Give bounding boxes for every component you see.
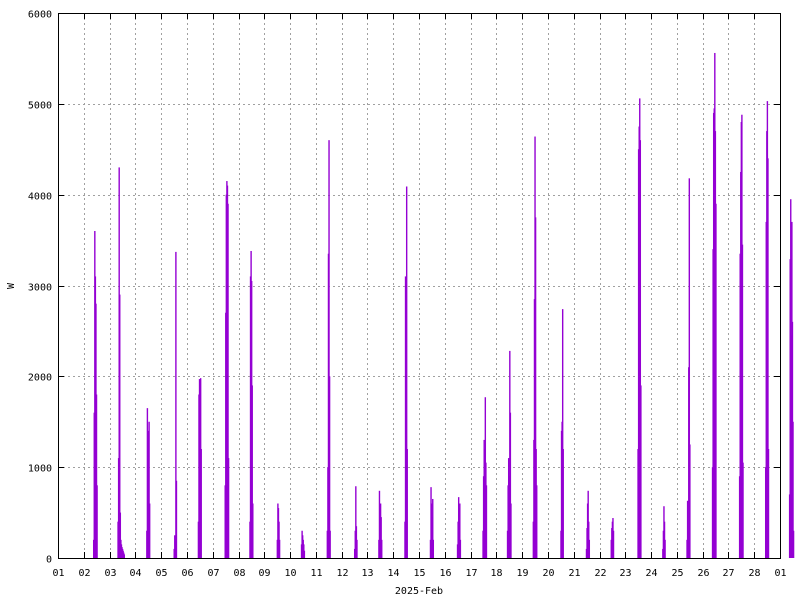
x-tick-label: 13 — [361, 568, 373, 579]
x-tick-label: 23 — [619, 568, 631, 579]
x-tick-label: 19 — [516, 568, 528, 579]
data-bar — [792, 530, 795, 558]
x-tick-label: 21 — [568, 568, 580, 579]
x-tick-label: 20 — [542, 568, 554, 579]
y-axis-label: W — [6, 282, 17, 289]
data-bar — [459, 503, 461, 558]
x-tick-label: 04 — [129, 568, 141, 579]
data-bar — [227, 458, 230, 558]
x-tick-label: 06 — [181, 568, 193, 579]
data-bar — [534, 217, 537, 558]
x-tick-label: 18 — [490, 568, 502, 579]
data-bar — [119, 294, 121, 558]
data-bar — [119, 512, 122, 558]
data-bar — [561, 309, 564, 558]
data-bar — [303, 550, 306, 558]
x-tick-label: 24 — [645, 568, 657, 579]
data-bar — [689, 444, 691, 558]
y-tick-label: 3000 — [28, 283, 52, 294]
x-tick-label: 07 — [207, 568, 219, 579]
data-bar — [612, 530, 615, 558]
y-tick-label: 4000 — [28, 192, 52, 203]
y-tick-label: 5000 — [28, 101, 52, 112]
x-tick-label: 16 — [439, 568, 451, 579]
x-tick-label: 10 — [284, 568, 296, 579]
tick-labels: 0 1000 2000 3000 4000 5000 6000 01 02 03 04 05 06 07 0… — [28, 10, 787, 580]
data-bar — [356, 539, 358, 558]
data-bar — [123, 554, 125, 558]
data-bar — [95, 394, 98, 558]
y-tick-label: 6000 — [28, 10, 52, 21]
data-bar — [792, 421, 794, 558]
data-bar — [742, 462, 744, 558]
x-tick-label: 11 — [310, 568, 322, 579]
data-bar — [715, 203, 717, 558]
data-bar — [510, 503, 512, 558]
data-bar — [328, 376, 331, 558]
data-bar — [148, 421, 150, 558]
data-bar — [329, 530, 331, 558]
bar-series — [92, 52, 795, 559]
data-bar — [536, 485, 538, 558]
x-tick-label: 01 — [52, 568, 64, 579]
x-tick-label: 02 — [78, 568, 90, 579]
data-bar — [278, 539, 281, 558]
data-bar — [686, 500, 689, 558]
data-bar — [148, 503, 151, 558]
data-bar — [405, 186, 408, 558]
x-tick-label: 25 — [671, 568, 683, 579]
x-tick-label: 03 — [104, 568, 116, 579]
data-bar — [767, 158, 769, 559]
data-bar — [459, 539, 462, 558]
x-tick-label: 09 — [258, 568, 270, 579]
data-bar — [175, 480, 178, 558]
x-tick-label: 05 — [155, 568, 167, 579]
data-bar — [328, 140, 330, 558]
data-bar — [509, 412, 512, 558]
data-bar — [432, 539, 435, 558]
y-tick-label: 0 — [46, 555, 52, 566]
x-axis-label: 2025-Feb — [395, 586, 443, 597]
data-bar — [688, 178, 691, 559]
x-tick-label: 14 — [387, 568, 399, 579]
data-bar — [380, 517, 382, 558]
data-bar — [767, 449, 770, 558]
x-tick-label: 17 — [465, 568, 477, 579]
data-bar — [378, 490, 381, 558]
grid-lines — [58, 13, 780, 558]
data-bar — [200, 449, 202, 558]
x-tick-label: 26 — [697, 568, 709, 579]
x-tick-label: 28 — [748, 568, 760, 579]
data-bar — [355, 486, 357, 558]
y-tick-label: 2000 — [28, 373, 52, 384]
data-bar — [432, 498, 434, 558]
data-bar — [640, 385, 642, 558]
data-bar — [175, 251, 177, 558]
data-bar — [485, 485, 488, 558]
data-bar — [96, 485, 98, 558]
x-tick-label: 08 — [233, 568, 245, 579]
data-bar — [562, 449, 564, 558]
y-tick-label: 1000 — [28, 464, 52, 475]
x-tick-label: 27 — [722, 568, 734, 579]
data-bar — [227, 203, 229, 558]
x-tick-label: 22 — [594, 568, 606, 579]
data-bar — [741, 244, 744, 558]
data-bar — [252, 503, 254, 558]
x-tick-label: 12 — [336, 568, 348, 579]
data-bar — [251, 385, 253, 558]
data-bar — [639, 140, 642, 558]
data-bar — [381, 539, 383, 558]
x-tick-label: 01 — [774, 568, 786, 579]
data-bar — [664, 539, 666, 558]
axis-ticks — [58, 13, 781, 559]
data-bar — [406, 449, 408, 558]
data-bar — [588, 539, 591, 558]
x-tick-label: 15 — [413, 568, 425, 579]
